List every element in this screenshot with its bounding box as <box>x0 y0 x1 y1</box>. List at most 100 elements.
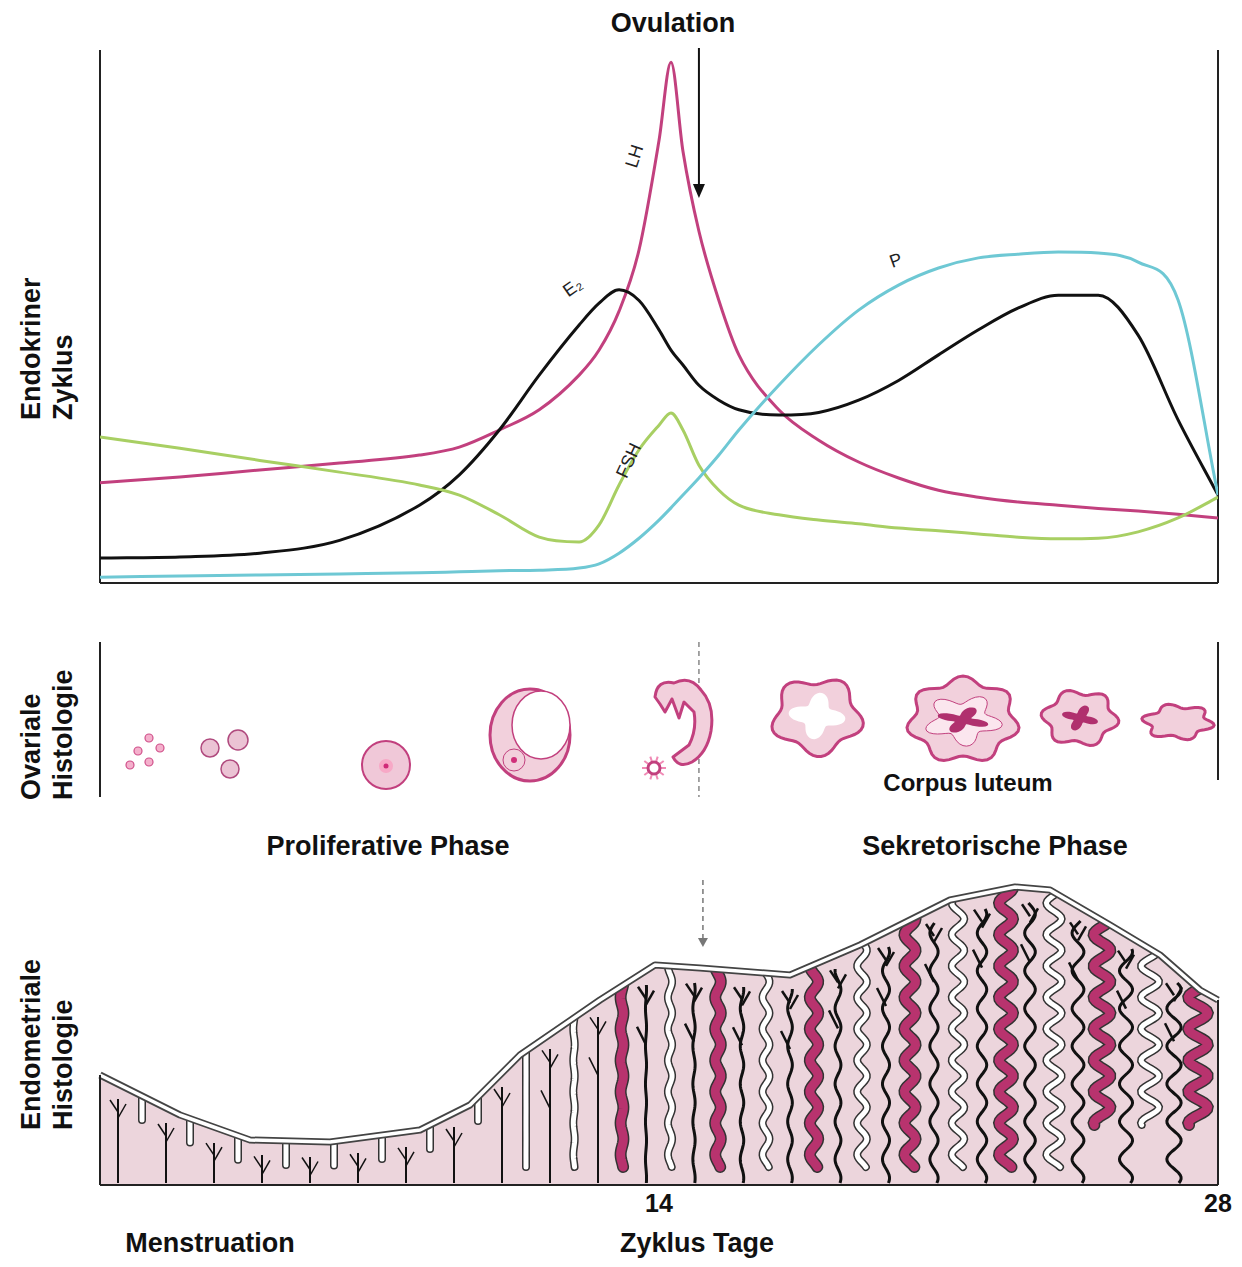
series-label: P <box>887 249 905 272</box>
gland-wall <box>1046 891 1061 1167</box>
released-oocyte <box>648 762 660 774</box>
oocyte <box>511 757 517 763</box>
axis-left <box>99 50 101 583</box>
artery-branch <box>598 1021 606 1035</box>
hormone-line <box>100 252 1218 577</box>
panel-label: Endokriner <box>16 277 46 420</box>
axis-bottom <box>100 582 1218 584</box>
gland-wall <box>952 897 964 1167</box>
endo-left <box>99 1075 101 1185</box>
artery-branch <box>166 1128 174 1142</box>
oocyte <box>384 764 389 769</box>
corpus-luteum <box>1041 691 1119 746</box>
artery-branch <box>494 1089 502 1101</box>
primary-follicle <box>228 730 248 750</box>
primordial-follicle <box>134 747 142 755</box>
gland-lumen <box>1141 947 1159 1125</box>
gland-lumen <box>810 963 818 1167</box>
artery <box>1072 921 1084 1183</box>
corpus-luteum <box>907 676 1019 760</box>
primary-follicle <box>201 739 219 757</box>
endometrium <box>100 887 1218 1185</box>
artery-branch <box>550 1054 558 1068</box>
artery-branch <box>454 1133 462 1147</box>
artery <box>1119 949 1132 1183</box>
figure: LHE₂FSHPOvulationEndokrinerZyklusOvarial… <box>0 0 1242 1267</box>
artery-branch <box>302 1158 310 1170</box>
artery <box>549 1049 551 1183</box>
artery-branch <box>734 987 742 999</box>
gland-wall <box>999 887 1013 1167</box>
artery <box>835 969 841 1183</box>
epithelium-outer <box>100 887 1218 1142</box>
artery-branch <box>1174 987 1182 1001</box>
ruptured-follicle <box>655 680 712 764</box>
gland-lumen <box>857 943 867 1167</box>
artery-branch <box>974 910 982 922</box>
ovulation-arrow <box>698 48 700 186</box>
artery <box>882 947 889 1183</box>
gland-wall <box>1188 987 1207 1125</box>
ovulation-dash-endo <box>702 880 704 940</box>
hormone-line <box>100 290 1218 558</box>
artery-branch <box>742 991 750 1005</box>
artery-branch <box>1022 904 1030 916</box>
artery-branch <box>310 1162 318 1176</box>
corpus-luteum-core <box>1062 706 1098 731</box>
oocyte-halo <box>379 759 393 773</box>
phase-label: Sekretorische Phase <box>862 831 1128 861</box>
primary-follicle <box>221 760 239 778</box>
artery <box>597 1017 599 1183</box>
artery-branch <box>926 924 934 936</box>
corpus-luteum-core <box>938 707 988 732</box>
corpus-luteum-core <box>789 693 846 739</box>
gland-wall <box>573 1017 574 1167</box>
corpus-luteum <box>772 680 863 756</box>
gland-lumen <box>523 1049 528 1167</box>
ovary-left <box>99 642 101 797</box>
gland-wall <box>715 969 721 1167</box>
artery <box>453 1127 455 1183</box>
x-axis-title: Zyklus Tage <box>620 1228 774 1258</box>
artery-branch <box>733 1027 742 1045</box>
ovulation-label: Ovulation <box>611 8 736 38</box>
artery-branch <box>1078 926 1086 940</box>
artery-branch <box>685 1024 694 1042</box>
artery-branch <box>350 1154 358 1166</box>
hormone-line <box>100 62 1218 518</box>
artery <box>693 983 695 1183</box>
gland-wall <box>763 973 770 1167</box>
artery-branch <box>1030 908 1038 922</box>
artery-branch <box>541 1090 550 1108</box>
series-label: E₂ <box>559 273 586 300</box>
panel-label: Endometriale <box>16 959 46 1130</box>
artery <box>165 1123 167 1183</box>
gland-wall <box>857 943 867 1167</box>
artery <box>1025 903 1036 1183</box>
artery <box>357 1153 359 1183</box>
artery-branch <box>158 1124 166 1136</box>
primordial-follicle <box>126 761 134 769</box>
gland-wall <box>621 985 624 1167</box>
epithelium-inner <box>100 887 1218 1142</box>
artery-branch <box>829 1010 838 1028</box>
primordial-follicle <box>145 734 153 742</box>
artery-branch <box>110 1100 118 1112</box>
artery <box>977 909 986 1183</box>
artery-branch <box>973 950 982 968</box>
artery <box>309 1157 311 1183</box>
phase-label: Menstruation <box>125 1228 295 1258</box>
artery-branch <box>446 1129 454 1141</box>
corpus-albicans <box>1142 704 1214 739</box>
artery-branch <box>982 914 990 928</box>
artery-branch <box>1166 983 1174 995</box>
corpus-luteum-label: Corpus luteum <box>883 769 1052 796</box>
artery <box>261 1155 263 1183</box>
series-label: LH <box>621 142 647 170</box>
primordial-follicle <box>156 744 164 752</box>
artery-branch <box>542 1050 550 1062</box>
ovulation-arrowhead <box>693 184 705 198</box>
artery-branch <box>925 964 934 982</box>
artery-branch <box>1070 922 1078 934</box>
artery-branch <box>358 1158 366 1172</box>
